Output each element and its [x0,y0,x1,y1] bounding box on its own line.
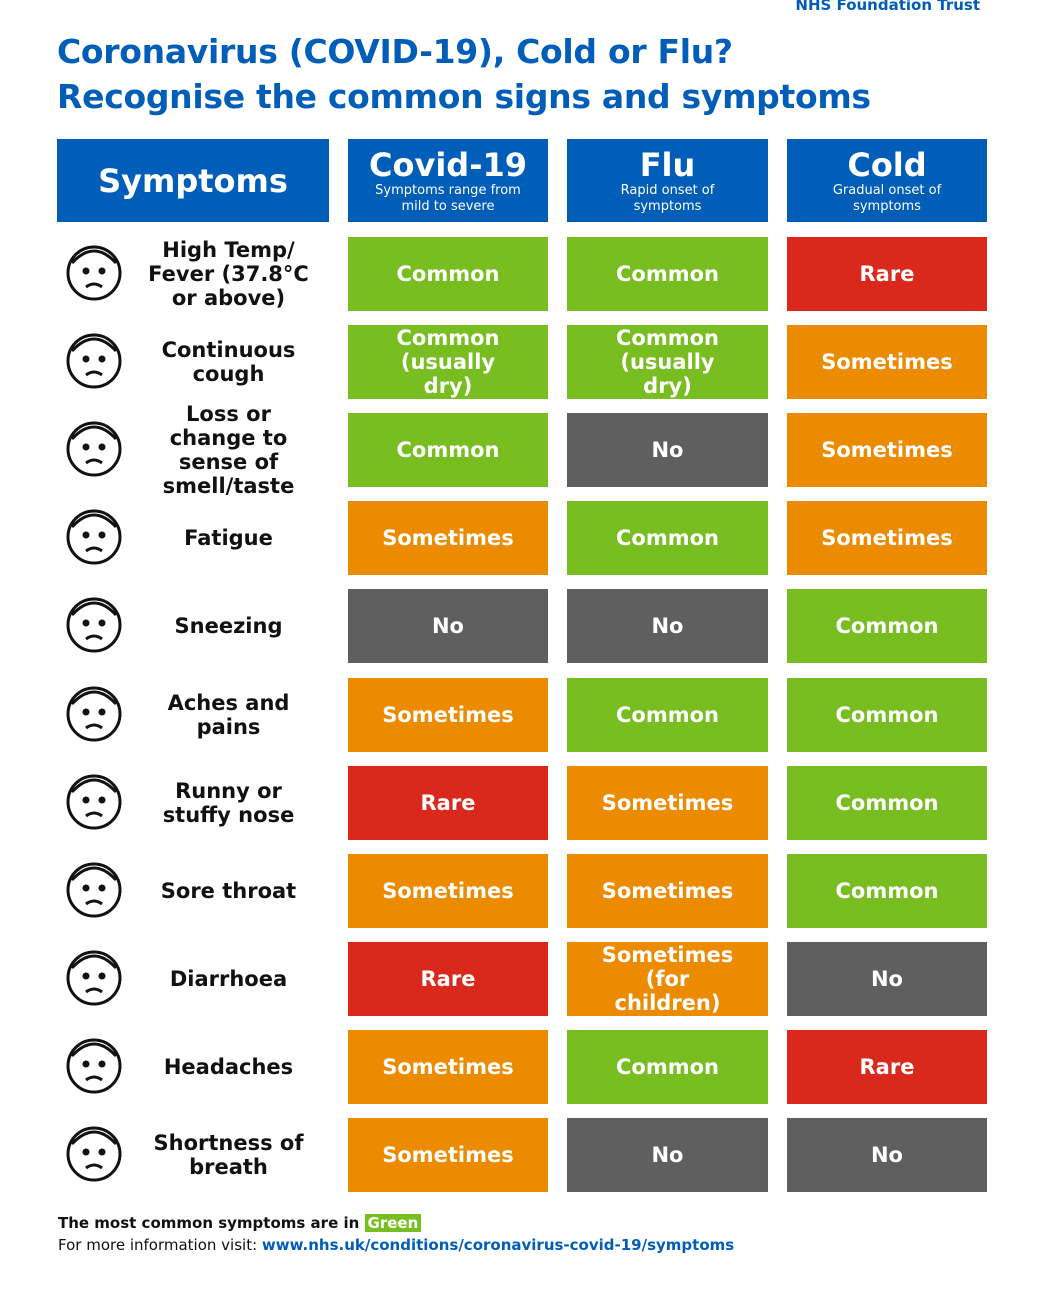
title-line: Recognise the common signs and symptoms [57,77,871,116]
face-icon [66,774,122,830]
symptom-icon [58,497,138,583]
status-cell: Sometimes [348,1029,548,1104]
link[interactable]: www.nhs.uk/conditions/coronavirus-covid-… [261,1236,735,1254]
status-cell: Sometimes (for children) [567,941,768,1016]
face-icon [66,686,122,741]
info: For more information visit: [58,1236,258,1254]
symptom-label: Loss or change to sense of smell/taste [162,402,295,499]
face-icon [66,421,122,477]
symptom-label: High Temp/ Fever (37.8°C or above) [148,238,309,310]
status-cell: No [787,1118,987,1192]
column-header: Cold Gradual onset of symptoms [787,139,987,222]
column-title: Flu [639,145,696,184]
face-icon [66,1038,122,1094]
status-cell: Common [567,501,768,576]
status-cell: Common [787,853,987,928]
face-icon [66,597,122,653]
face-icon [66,245,122,301]
status-cell: Sometimes [348,853,548,928]
symptom-label: Sore throat [160,878,297,903]
status-cell: Sometimes [567,853,768,928]
organisation: NHS Foundation Trust [795,0,980,14]
status-cell: Common (usually dry) [567,325,768,400]
status-cell: No [787,941,987,1016]
status-cell: Rare [348,765,548,840]
footer-note: The most common symptoms are in Green [58,1214,422,1232]
symptom-icon [58,674,138,760]
status-cell: Sometimes [787,413,987,488]
column-header: Symptoms [57,139,329,222]
status-cell: Sometimes [567,765,768,840]
column-title: Symptoms [98,161,288,200]
face-icon [66,509,122,565]
column-title: Cold [847,145,927,184]
symptom-icon [58,938,138,1024]
note: The most common symptoms are in [58,1214,360,1232]
status-cell: Common [567,1029,768,1104]
symptom-label: Diarrhoea [169,966,288,991]
symptom-label: Shortness of breath [153,1131,304,1179]
status-cell: No [348,589,548,664]
status-cell: Sometimes [348,501,548,576]
status-cell: Rare [787,1029,987,1104]
footer-info: For more information visit: www.nhs.uk/c… [58,1236,734,1254]
face-icon [66,333,122,389]
face-icon [66,1126,122,1182]
status-cell: Common [787,589,987,664]
status-cell: Common [348,237,548,311]
symptom-icon [58,585,138,671]
status-cell: Common (usually dry) [348,325,548,400]
symptom-icon [58,409,138,495]
status-cell: Common [787,677,987,752]
status-cell: Rare [348,941,548,1016]
symptom-label: Headaches [163,1054,294,1079]
status-cell: Sometimes [787,501,987,576]
status-cell: Common [567,677,768,752]
status-cell: No [567,413,768,488]
symptom-label: Fatigue [184,526,273,551]
symptom-label: Sneezing [174,614,283,639]
symptom-icon [58,321,138,407]
status-cell: No [567,589,768,664]
column-title: Covid-19 [368,145,527,184]
status-cell: Common [787,765,987,840]
status-cell: Sometimes [348,677,548,752]
symptom-label: Aches and pains [167,690,290,739]
symptom-icon [58,762,138,848]
status-cell: Sometimes [787,325,987,400]
symptom-icon [58,1026,138,1112]
status-cell: No [567,1118,768,1192]
title-line: Coronavirus (COVID-19), Cold or Flu? [57,32,733,71]
column-subtitle: Gradual onset of symptoms [832,182,942,214]
column-subtitle: Rapid onset of symptoms [620,182,715,214]
column-header: Flu Rapid onset of symptoms [567,139,768,222]
status-cell: Sometimes [348,1118,548,1192]
face-icon [66,950,122,1006]
column-subtitle: Symptoms range from mild to severe [375,182,521,214]
symptom-label: Continuous cough [161,338,296,387]
column-header: Covid-19 Symptoms range from mild to seve… [348,139,548,222]
status-cell: Common [348,413,548,488]
symptom-icon [58,1114,138,1200]
status-cell: Common [567,237,768,311]
face-icon [66,862,122,918]
status-cell: Rare [787,237,987,311]
symptom-icon [58,233,138,319]
highlight: Green [364,1214,422,1232]
symptom-icon [58,850,138,936]
symptom-label: Runny or stuffy nose [162,778,295,827]
